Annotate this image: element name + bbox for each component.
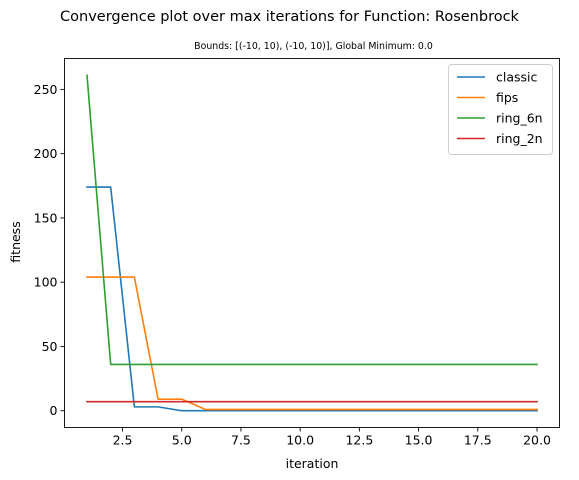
chart-subtitle: Bounds: [(-10, 10), (-10, 10)], Global M… — [194, 41, 433, 52]
legend-box — [448, 64, 553, 155]
y-tick-label: 50 — [42, 339, 58, 354]
y-axis-label: fitness — [8, 221, 23, 262]
legend: classic fips ring_6n ring_2n — [448, 64, 553, 155]
x-tick-label: 20.0 — [523, 433, 551, 448]
x-tick-label: 7.5 — [231, 433, 251, 448]
y-tick-label: 250 — [34, 82, 58, 97]
y-tick-label: 100 — [34, 275, 58, 290]
plot-frame — [64, 58, 560, 428]
ticks-group: 2.5 5.0 7.5 10.0 12.5 15.0 17.5 20.0 0 50 100 150 20… — [34, 82, 551, 448]
y-tick-label: 0 — [50, 403, 58, 418]
y-tick-label: 200 — [34, 146, 58, 161]
x-tick-label: 5.0 — [172, 433, 192, 448]
x-tick-label: 17.5 — [464, 433, 492, 448]
legend-label-ring_2n: ring_2n — [496, 131, 543, 146]
chart-title: Convergence plot over max iterations for… — [60, 9, 519, 25]
x-tick-label: 10.0 — [286, 433, 314, 448]
x-tick-label: 12.5 — [345, 433, 373, 448]
axes-group — [64, 58, 560, 428]
x-tick-label: 15.0 — [405, 433, 433, 448]
legend-label-ring_6n: ring_6n — [496, 111, 543, 126]
series-group — [86, 74, 538, 412]
legend-label-fips: fips — [496, 90, 518, 105]
legend-label-classic: classic — [496, 70, 538, 85]
x-tick-label: 2.5 — [113, 433, 133, 448]
y-tick-label: 150 — [34, 210, 58, 225]
series-line-ring_6n — [86, 74, 538, 366]
x-axis-label: iteration — [286, 456, 339, 471]
series-line-fips — [86, 276, 538, 411]
series-line-classic — [86, 186, 538, 412]
